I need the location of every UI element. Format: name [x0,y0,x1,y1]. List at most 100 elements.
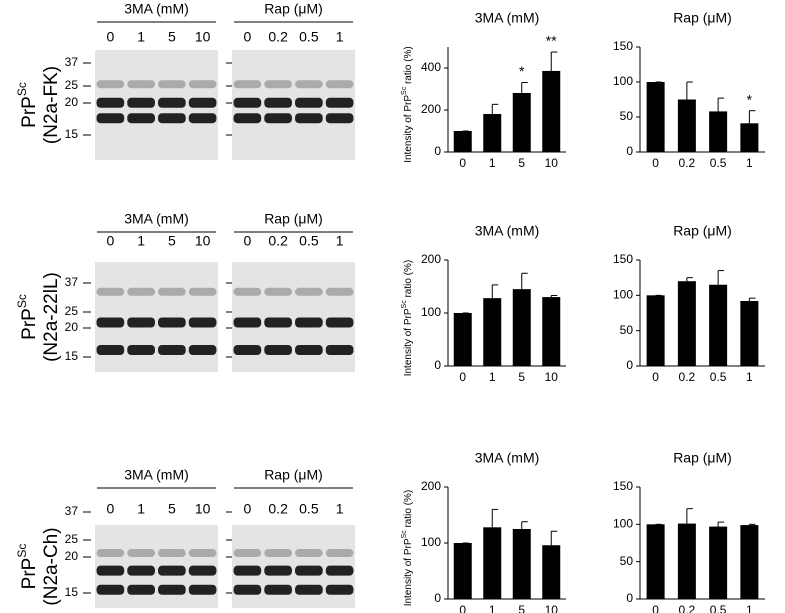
lane-label: 5 [168,29,176,45]
bar [483,113,502,152]
bar [677,281,696,366]
band [188,97,217,108]
band [233,317,262,328]
blot-title: Rap (μM) [264,211,323,227]
chart-title: 3MA (mM) [475,450,540,466]
band [295,565,323,576]
bar [709,111,728,152]
band [295,549,323,558]
band [96,113,125,124]
x-tick-label: 0 [652,603,659,613]
lane-label: 5 [168,233,176,249]
band [96,345,125,355]
bar [483,298,502,366]
x-tick-label: 0 [652,156,659,170]
lane-label: 0 [106,233,114,249]
bar [677,99,696,152]
y-label-main: Intensity of PrP [403,308,414,376]
band [264,97,292,108]
x-tick-label: 1 [746,156,753,170]
chart-title: 3MA (mM) [475,223,540,239]
bar [542,297,561,366]
lane-label: 0.5 [299,233,319,249]
lane-label: 1 [336,29,344,45]
band [158,565,186,576]
x-tick-label: 10 [545,603,559,613]
blot-title: Rap (μM) [264,467,323,483]
band [233,80,262,89]
lane-label: 1 [137,501,145,517]
lane-label: 5 [168,501,176,517]
bar [512,289,531,366]
bar [483,527,502,599]
band [233,565,262,576]
lane-label: 0.2 [268,501,288,517]
x-tick-label: 5 [518,156,525,170]
band [96,97,125,108]
cell-line: (N2a-22lL) [41,272,62,362]
x-tick-label: 10 [545,370,559,384]
y-axis-label: Intensity of PrPSc ratio (%) [401,490,414,607]
cell-line: (N2a-FK) [41,66,62,144]
band [158,113,186,124]
y-tick-label: 0 [626,591,633,605]
y-tick-label: 150 [613,39,633,53]
bar [709,284,728,366]
marker-label: 37 [65,55,79,69]
y-tick-label: 200 [421,102,441,116]
y-label-sup: Sc [401,300,408,309]
x-tick-label: 0.2 [679,156,696,170]
band [96,584,125,595]
x-tick-label: 5 [518,370,525,384]
y-tick-label: 0 [434,144,441,158]
lane-label: 0.5 [299,29,319,45]
chart-title: Rap (μM) [673,10,732,26]
bar [542,545,561,599]
band [188,565,217,576]
lane-label: 10 [195,29,211,45]
band [264,549,292,558]
y-tick-label: 0 [626,358,633,372]
band [264,565,292,576]
y-tick-label: 100 [613,74,633,88]
marker-label: 15 [65,585,79,599]
x-tick-label: 5 [518,603,525,613]
band [158,584,186,595]
bar [677,523,696,599]
blot [95,262,218,372]
band [127,97,155,108]
band [233,549,262,558]
x-tick-label: 0 [652,370,659,384]
row-label: PrPSc [15,544,40,590]
row-label-sup: Sc [15,544,29,558]
band [264,317,292,328]
cell-line: (N2a-Ch) [41,527,62,605]
lane-label: 0.2 [268,233,288,249]
bar [453,131,472,152]
y-tick-label: 50 [620,554,634,568]
band [325,549,354,558]
band [264,345,292,355]
x-tick-label: 1 [489,603,496,613]
x-tick-label: 1 [489,156,496,170]
band [295,317,323,328]
chart-title: 3MA (mM) [475,10,540,26]
band [295,345,323,355]
blot-title: Rap (μM) [264,1,323,17]
lane-label: 0.2 [268,29,288,45]
blot-title: 3MA (mM) [124,1,189,17]
row-label: PrPSc [15,294,40,340]
bar [512,529,531,599]
marker-label: 20 [65,549,79,563]
band [264,113,292,124]
y-tick-label: 0 [434,358,441,372]
y-label-sup: Sc [401,530,408,539]
band [325,97,354,108]
blot-title: 3MA (mM) [124,467,189,483]
band [96,565,125,576]
band [264,80,292,89]
lane-label: 0.5 [299,501,319,517]
x-tick-label: 1 [489,370,496,384]
y-tick-label: 100 [421,535,441,549]
